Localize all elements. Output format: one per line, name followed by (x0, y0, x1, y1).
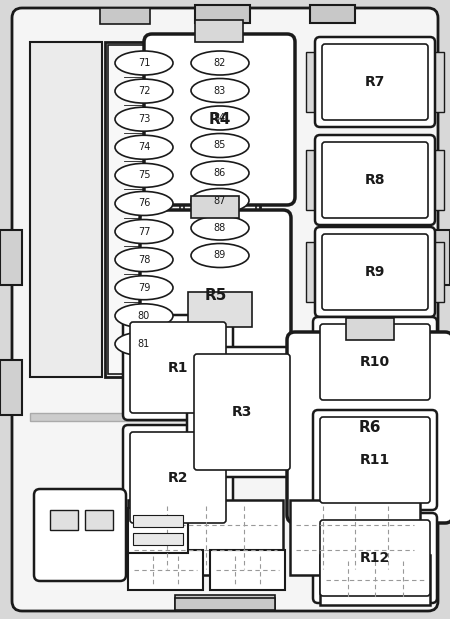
Bar (133, 515, 183, 527)
Bar (306, 52, 320, 112)
Bar (195, 5, 250, 23)
Bar (428, 360, 450, 415)
Bar (320, 555, 430, 605)
Text: 78: 78 (138, 254, 150, 265)
Text: R8: R8 (365, 173, 385, 187)
Text: 81: 81 (138, 339, 150, 349)
FancyBboxPatch shape (320, 520, 430, 596)
Ellipse shape (115, 191, 173, 215)
Ellipse shape (115, 136, 173, 159)
FancyBboxPatch shape (130, 432, 226, 523)
Bar (428, 230, 450, 285)
Bar (128, 508, 188, 553)
Text: R11: R11 (360, 453, 390, 467)
Bar (430, 150, 444, 210)
Ellipse shape (191, 106, 249, 130)
Text: R2: R2 (168, 470, 188, 485)
Ellipse shape (115, 163, 173, 188)
Bar (306, 150, 320, 210)
FancyBboxPatch shape (313, 317, 437, 407)
Bar (346, 318, 394, 340)
FancyBboxPatch shape (320, 324, 430, 400)
Bar (310, 5, 355, 23)
Ellipse shape (115, 304, 173, 328)
Ellipse shape (115, 220, 173, 243)
FancyBboxPatch shape (322, 44, 428, 120)
Text: 71: 71 (138, 58, 150, 68)
FancyBboxPatch shape (12, 8, 438, 611)
Text: 84: 84 (214, 113, 226, 123)
Ellipse shape (191, 161, 249, 185)
Text: 87: 87 (214, 196, 226, 206)
Text: R6: R6 (359, 420, 381, 435)
FancyBboxPatch shape (322, 234, 428, 310)
Ellipse shape (115, 332, 173, 356)
Bar (128, 550, 203, 590)
Ellipse shape (115, 107, 173, 131)
FancyBboxPatch shape (144, 34, 295, 205)
Text: 86: 86 (214, 168, 226, 178)
FancyBboxPatch shape (315, 227, 435, 317)
FancyBboxPatch shape (187, 347, 297, 477)
Text: 72: 72 (138, 86, 150, 96)
Text: R9: R9 (365, 265, 385, 279)
Bar (175, 598, 275, 610)
FancyBboxPatch shape (130, 322, 226, 413)
Bar (0, 360, 22, 415)
FancyBboxPatch shape (313, 410, 437, 510)
Text: 73: 73 (138, 114, 150, 124)
Ellipse shape (115, 79, 173, 103)
Bar (105, 42, 260, 377)
Text: 76: 76 (138, 199, 150, 209)
Bar (432, 332, 446, 392)
Text: 77: 77 (138, 227, 150, 236)
Bar (290, 500, 420, 575)
Bar (304, 332, 318, 392)
Text: R3: R3 (232, 405, 252, 419)
FancyBboxPatch shape (123, 315, 233, 420)
Ellipse shape (115, 248, 173, 272)
Text: 89: 89 (214, 251, 226, 261)
Bar (108, 45, 180, 374)
Bar (100, 8, 150, 24)
Bar (430, 242, 444, 302)
Text: 85: 85 (214, 141, 226, 150)
FancyBboxPatch shape (287, 332, 450, 523)
Text: 75: 75 (138, 170, 150, 180)
Text: R4: R4 (208, 112, 231, 127)
Ellipse shape (191, 216, 249, 240)
Bar (191, 196, 239, 218)
Ellipse shape (191, 134, 249, 157)
Text: R1: R1 (168, 360, 188, 374)
FancyBboxPatch shape (322, 142, 428, 218)
Bar (30, 413, 420, 421)
Text: 80: 80 (138, 311, 150, 321)
FancyBboxPatch shape (315, 135, 435, 225)
Bar (210, 550, 285, 590)
FancyBboxPatch shape (194, 354, 290, 470)
Bar (195, 20, 243, 42)
Ellipse shape (115, 51, 173, 75)
Bar (188, 292, 252, 327)
Bar (306, 242, 320, 302)
Text: R5: R5 (204, 288, 227, 303)
Ellipse shape (191, 51, 249, 75)
Text: R7: R7 (365, 75, 385, 89)
Text: 74: 74 (138, 142, 150, 152)
Bar (184, 45, 256, 285)
Bar (30, 42, 102, 377)
FancyBboxPatch shape (320, 417, 430, 503)
Text: 83: 83 (214, 85, 226, 95)
FancyBboxPatch shape (140, 210, 291, 381)
Ellipse shape (115, 275, 173, 300)
FancyBboxPatch shape (315, 37, 435, 127)
Text: R10: R10 (360, 355, 390, 369)
Text: 82: 82 (214, 58, 226, 68)
Text: R12: R12 (360, 551, 390, 565)
Ellipse shape (191, 243, 249, 267)
FancyBboxPatch shape (123, 425, 233, 530)
Text: 88: 88 (214, 223, 226, 233)
Text: 79: 79 (138, 283, 150, 293)
Bar (175, 595, 275, 611)
